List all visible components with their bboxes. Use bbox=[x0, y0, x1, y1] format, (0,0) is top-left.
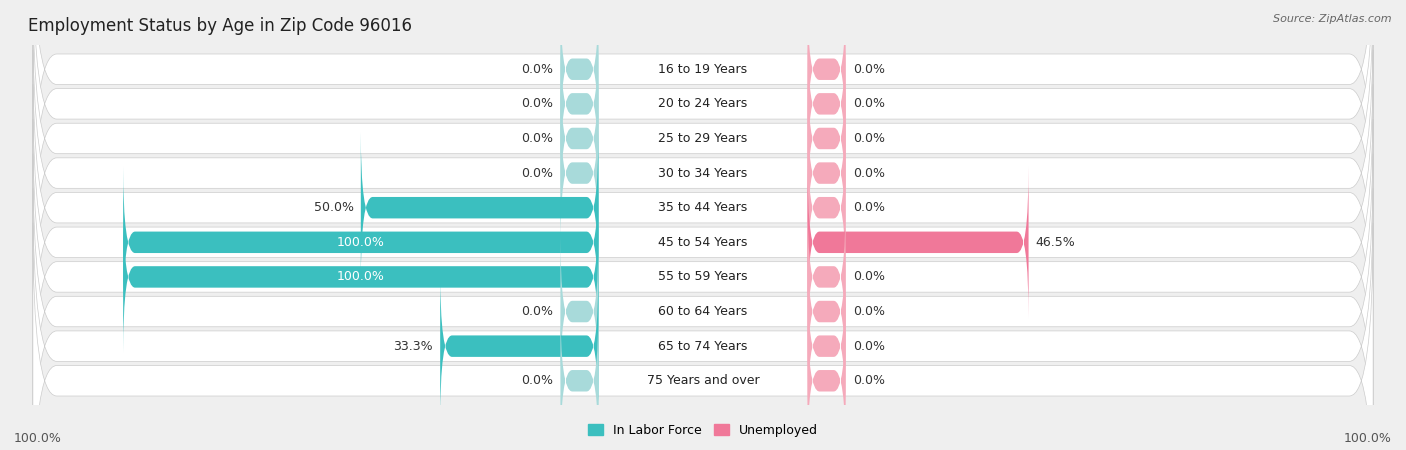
FancyBboxPatch shape bbox=[440, 270, 599, 422]
FancyBboxPatch shape bbox=[32, 85, 1374, 400]
Text: 0.0%: 0.0% bbox=[852, 132, 884, 145]
Text: 100.0%: 100.0% bbox=[337, 270, 385, 284]
Text: 0.0%: 0.0% bbox=[852, 270, 884, 284]
Text: Source: ZipAtlas.com: Source: ZipAtlas.com bbox=[1274, 14, 1392, 23]
Text: 46.5%: 46.5% bbox=[1036, 236, 1076, 249]
FancyBboxPatch shape bbox=[561, 0, 599, 145]
Text: 20 to 24 Years: 20 to 24 Years bbox=[658, 97, 748, 110]
FancyBboxPatch shape bbox=[32, 188, 1374, 450]
FancyBboxPatch shape bbox=[32, 0, 1374, 296]
FancyBboxPatch shape bbox=[561, 28, 599, 180]
Text: 0.0%: 0.0% bbox=[852, 340, 884, 353]
FancyBboxPatch shape bbox=[807, 270, 845, 422]
Text: 0.0%: 0.0% bbox=[522, 166, 554, 180]
Text: 55 to 59 Years: 55 to 59 Years bbox=[658, 270, 748, 284]
FancyBboxPatch shape bbox=[32, 154, 1374, 450]
Text: 0.0%: 0.0% bbox=[852, 97, 884, 110]
Text: 100.0%: 100.0% bbox=[14, 432, 62, 446]
FancyBboxPatch shape bbox=[32, 223, 1374, 450]
Text: 0.0%: 0.0% bbox=[522, 132, 554, 145]
Text: 16 to 19 Years: 16 to 19 Years bbox=[658, 63, 748, 76]
Text: 65 to 74 Years: 65 to 74 Years bbox=[658, 340, 748, 353]
Text: 33.3%: 33.3% bbox=[394, 340, 433, 353]
Text: 0.0%: 0.0% bbox=[852, 63, 884, 76]
Text: 30 to 34 Years: 30 to 34 Years bbox=[658, 166, 748, 180]
FancyBboxPatch shape bbox=[807, 97, 845, 249]
Text: Employment Status by Age in Zip Code 96016: Employment Status by Age in Zip Code 960… bbox=[28, 17, 412, 35]
Text: 0.0%: 0.0% bbox=[522, 305, 554, 318]
FancyBboxPatch shape bbox=[807, 132, 845, 284]
FancyBboxPatch shape bbox=[561, 305, 599, 450]
Text: 35 to 44 Years: 35 to 44 Years bbox=[658, 201, 748, 214]
FancyBboxPatch shape bbox=[124, 166, 599, 318]
FancyBboxPatch shape bbox=[807, 166, 1029, 318]
Text: 0.0%: 0.0% bbox=[852, 201, 884, 214]
FancyBboxPatch shape bbox=[561, 63, 599, 214]
FancyBboxPatch shape bbox=[32, 15, 1374, 331]
FancyBboxPatch shape bbox=[807, 236, 845, 387]
Text: 50.0%: 50.0% bbox=[314, 201, 354, 214]
Text: 0.0%: 0.0% bbox=[522, 63, 554, 76]
FancyBboxPatch shape bbox=[561, 97, 599, 249]
FancyBboxPatch shape bbox=[32, 50, 1374, 365]
Legend: In Labor Force, Unemployed: In Labor Force, Unemployed bbox=[583, 419, 823, 442]
FancyBboxPatch shape bbox=[361, 132, 599, 284]
Text: 0.0%: 0.0% bbox=[852, 305, 884, 318]
Text: 0.0%: 0.0% bbox=[852, 166, 884, 180]
Text: 45 to 54 Years: 45 to 54 Years bbox=[658, 236, 748, 249]
FancyBboxPatch shape bbox=[32, 119, 1374, 435]
Text: 100.0%: 100.0% bbox=[337, 236, 385, 249]
FancyBboxPatch shape bbox=[124, 201, 599, 353]
Text: 0.0%: 0.0% bbox=[522, 97, 554, 110]
Text: 0.0%: 0.0% bbox=[852, 374, 884, 387]
Text: 60 to 64 Years: 60 to 64 Years bbox=[658, 305, 748, 318]
FancyBboxPatch shape bbox=[561, 236, 599, 387]
Text: 75 Years and over: 75 Years and over bbox=[647, 374, 759, 387]
FancyBboxPatch shape bbox=[32, 0, 1374, 262]
FancyBboxPatch shape bbox=[807, 28, 845, 180]
FancyBboxPatch shape bbox=[807, 0, 845, 145]
Text: 100.0%: 100.0% bbox=[1344, 432, 1392, 446]
FancyBboxPatch shape bbox=[807, 305, 845, 450]
Text: 0.0%: 0.0% bbox=[522, 374, 554, 387]
FancyBboxPatch shape bbox=[807, 63, 845, 214]
FancyBboxPatch shape bbox=[807, 201, 845, 353]
Text: 25 to 29 Years: 25 to 29 Years bbox=[658, 132, 748, 145]
FancyBboxPatch shape bbox=[32, 0, 1374, 227]
